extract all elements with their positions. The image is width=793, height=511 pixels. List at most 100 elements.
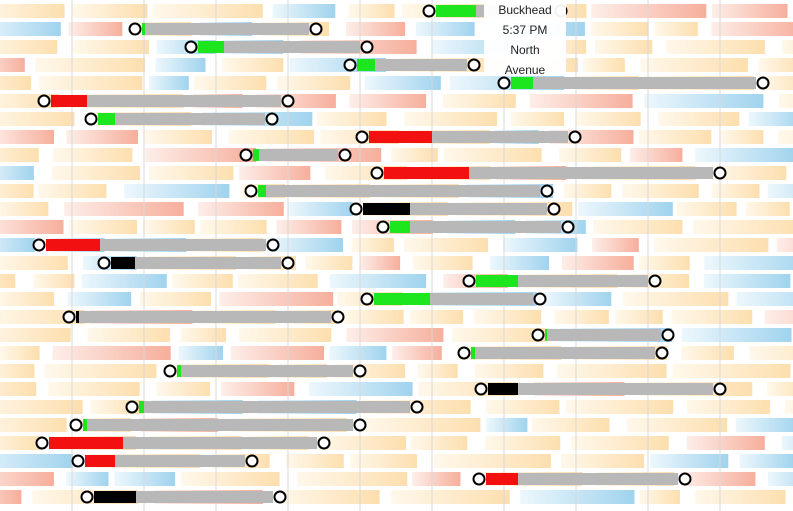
band-segment [152, 4, 263, 18]
band-segment [44, 364, 157, 378]
band-segment [66, 130, 138, 144]
band-segment [510, 112, 565, 126]
band-segment [639, 490, 680, 504]
trip-end-marker [410, 400, 424, 414]
band-segment [640, 58, 748, 72]
band-segment [484, 436, 561, 450]
band-segment [694, 490, 786, 504]
band-segment [39, 76, 143, 90]
band-segment [285, 454, 344, 468]
band-segment [784, 400, 793, 414]
trip-row [125, 400, 424, 414]
band-segment [0, 4, 65, 18]
band-segment [67, 292, 132, 306]
trip-end-marker [353, 418, 367, 432]
band-segment [52, 346, 171, 360]
band-segment [575, 112, 641, 126]
band-segment [531, 418, 610, 432]
trip-status-segment [98, 113, 115, 125]
trip-row [474, 382, 727, 396]
band-segment [703, 274, 791, 288]
trip-status-segment [374, 293, 430, 305]
trip-status-segment [486, 473, 518, 485]
band-segment [554, 310, 609, 324]
band-segment [654, 238, 769, 252]
band-segment [0, 418, 67, 432]
band-segment [671, 310, 753, 324]
band-segment [720, 130, 764, 144]
band-segment [68, 22, 123, 36]
band-segment [529, 94, 633, 108]
band-segment [194, 76, 267, 90]
band-segment [66, 472, 109, 486]
band-segment [543, 292, 612, 306]
tooltip-time: 5:37 PM [502, 23, 548, 37]
trip-bar [471, 347, 655, 359]
band-segment [64, 202, 184, 216]
trip-status-segment [83, 419, 87, 431]
band-segment [72, 40, 149, 54]
trip-row [80, 490, 287, 504]
trip-end-marker [561, 220, 575, 234]
trip-bar [511, 77, 756, 89]
trip-end-marker [265, 112, 279, 126]
band-segment [0, 130, 55, 144]
band-segment [139, 292, 211, 306]
band-segment [559, 148, 622, 162]
band-segment [278, 490, 380, 504]
trip-start-marker [370, 166, 384, 180]
band-segment [766, 382, 793, 396]
trip-bar [253, 149, 338, 161]
band-segment [654, 22, 698, 36]
band-segment [781, 436, 793, 450]
trip-row [376, 220, 575, 234]
trip-end-marker [281, 94, 295, 108]
band-segment [0, 76, 32, 90]
trip-row [239, 148, 352, 162]
trip-row [462, 274, 662, 288]
band-segment [33, 274, 75, 288]
band-segment [644, 94, 764, 108]
trip-end-marker [309, 22, 323, 36]
band-segment [198, 202, 284, 216]
band-segment [562, 256, 634, 270]
band-segment [415, 22, 475, 36]
band-segment [53, 148, 133, 162]
band-segment [329, 346, 387, 360]
band-segment [351, 238, 394, 252]
trip-status-segment [436, 5, 476, 17]
band-segment [0, 220, 64, 234]
band-segment [172, 274, 233, 288]
band-segment [305, 256, 353, 270]
band-segment [433, 454, 551, 468]
trip-row [497, 76, 770, 90]
trip-status-segment [177, 365, 181, 377]
trip-bar [142, 23, 309, 35]
band-segment [615, 310, 663, 324]
band-segment [0, 256, 68, 270]
trip-start-marker [84, 112, 98, 126]
band-segment [639, 256, 690, 270]
band-segment [578, 202, 673, 216]
band-segment [591, 4, 707, 18]
trip-status-segment [363, 203, 410, 215]
band-segment [735, 418, 793, 432]
trip-start-marker [128, 22, 142, 36]
band-segment [452, 328, 545, 342]
band-segment [0, 436, 42, 450]
band-segment [677, 202, 737, 216]
band-segment [359, 256, 401, 270]
band-segment [145, 148, 257, 162]
trip-start-marker [462, 274, 476, 288]
band-segment [221, 382, 295, 396]
trip-status-segment [142, 23, 145, 35]
trip-end-marker [547, 202, 561, 216]
trip-status-segment [46, 239, 100, 251]
trip-start-marker [244, 184, 258, 198]
trip-start-marker [163, 364, 177, 378]
trip-row [343, 58, 481, 72]
trip-end-marker [568, 130, 582, 144]
band-segment [590, 22, 649, 36]
trip-start-marker [355, 130, 369, 144]
band-segment [583, 58, 625, 72]
